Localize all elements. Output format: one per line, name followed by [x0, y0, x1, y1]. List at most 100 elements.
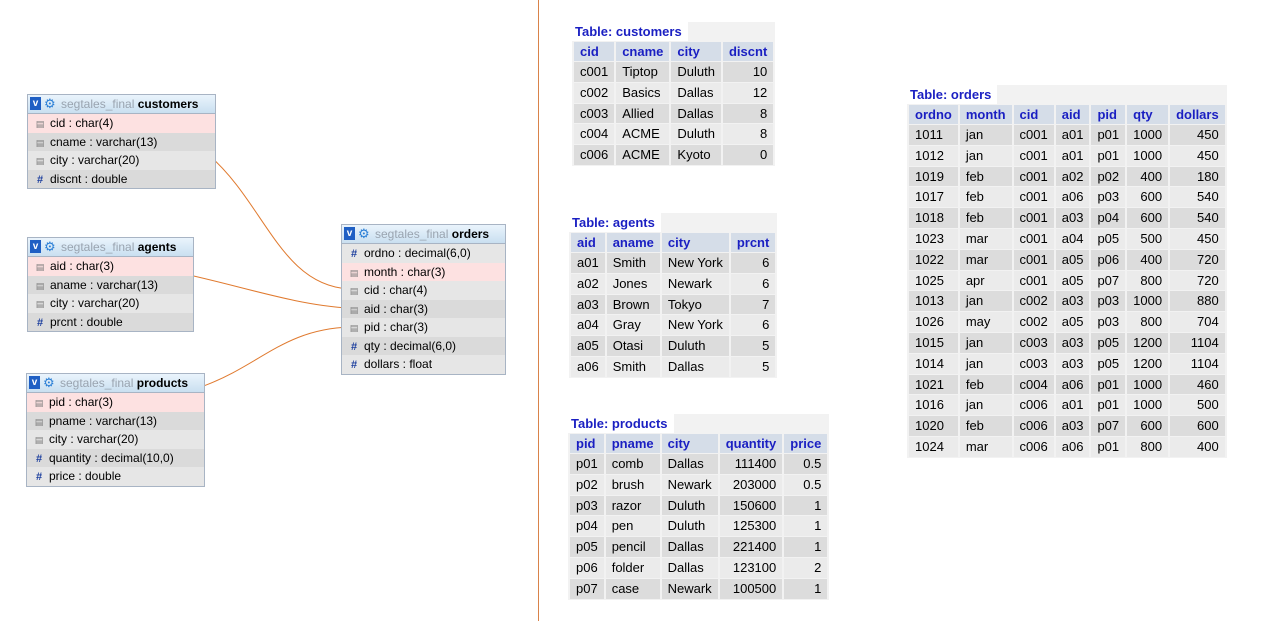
table-row: p01 comb Dallas 111400 0.5: [570, 454, 828, 474]
designer-field-row[interactable]: # quantity : decimal(10,0): [27, 448, 204, 467]
table-row: p06 folder Dallas 123100 2: [570, 557, 828, 578]
table-cell: a03: [1055, 291, 1090, 312]
table-cell: folder: [605, 557, 660, 578]
table-cell: mar: [959, 436, 1012, 457]
table-row: p07 case Newark 100500 1: [570, 578, 828, 599]
table-row: 1018 feb c001 a03 p04 600 540: [909, 208, 1225, 228]
gear-icon[interactable]: ⚙: [358, 226, 370, 241]
table-cell: c006: [1013, 416, 1054, 436]
table-cell: 1015: [909, 332, 958, 353]
designer-field-row[interactable]: ▤ month : char(3): [342, 262, 505, 281]
table-row: p03 razor Duluth 150600 1: [570, 495, 828, 516]
designer-panel: v ⚙ segtales_final customers ▤ cid : char(4)…: [0, 0, 538, 621]
table-cell: c001: [1013, 270, 1054, 291]
designer-field-row[interactable]: ▤ cname : varchar(13): [28, 132, 215, 151]
table-cell: 1026: [909, 312, 958, 332]
designer-field-row[interactable]: ▤ cid : char(4): [342, 281, 505, 300]
table-cell: 180: [1170, 166, 1225, 187]
designer-field-row[interactable]: # ordno : decimal(6,0): [342, 244, 505, 263]
designer-field-row[interactable]: ▤ pid : char(3): [27, 393, 204, 412]
designer-table-header[interactable]: v ⚙ segtales_final orders: [342, 225, 505, 244]
designer-field-row[interactable]: ▤ aname : varchar(13): [28, 275, 193, 294]
result-table-title: Table: orders: [907, 85, 998, 104]
column-header: prcnt: [730, 233, 776, 252]
table-cell: c006: [1013, 395, 1054, 416]
result-grid: pid pname city quantity price p01 comb Dallas 11…: [568, 433, 829, 600]
numeric-field-icon: #: [36, 316, 44, 329]
collapse-toggle-icon[interactable]: v: [29, 376, 40, 389]
collapse-toggle-icon[interactable]: v: [344, 227, 355, 240]
designer-field-row[interactable]: ▤ cid : char(4): [28, 114, 215, 133]
designer-field-row[interactable]: # price : double: [27, 467, 204, 486]
table-cell: a06: [571, 356, 605, 377]
collapse-toggle-icon[interactable]: v: [30, 240, 41, 253]
panel-divider: [538, 0, 539, 621]
designer-field-row[interactable]: ▤ city : varchar(20): [28, 151, 215, 170]
designer-field-row[interactable]: # prcnt : double: [28, 312, 193, 331]
table-cell: a01: [1055, 395, 1090, 416]
table-row: 1017 feb c001 a06 p03 600 540: [909, 187, 1225, 208]
table-cell: c006: [574, 145, 615, 165]
collapse-toggle-icon[interactable]: v: [30, 97, 41, 110]
table-cell: ACME: [616, 124, 670, 145]
table-cell: 600: [1127, 187, 1169, 208]
table-cell: a01: [571, 253, 605, 273]
designer-table-products[interactable]: v ⚙ segtales_final products ▤ pid : char(3) ▤…: [26, 373, 205, 487]
table-cell: feb: [959, 208, 1012, 228]
table-cell: New York: [661, 253, 729, 273]
designer-field-row[interactable]: # qty : decimal(6,0): [342, 336, 505, 355]
designer-table-customers[interactable]: v ⚙ segtales_final customers ▤ cid : char(4)…: [27, 94, 216, 189]
table-cell: razor: [605, 495, 660, 516]
table-cell: c001: [1013, 166, 1054, 187]
field-label: pid : char(3): [364, 320, 429, 334]
designer-field-row[interactable]: ▤ aid : char(3): [28, 257, 193, 276]
table-cell: feb: [959, 166, 1012, 187]
table-cell: 704: [1170, 312, 1225, 332]
designer-table-orders[interactable]: v ⚙ segtales_final orders # ordno : decimal(…: [341, 224, 506, 375]
designer-table-header[interactable]: v ⚙ segtales_final products: [27, 374, 204, 393]
text-field-icon: ▤: [349, 267, 359, 278]
field-label: cid : char(4): [50, 116, 114, 130]
table-row: 1012 jan c001 a01 p01 1000 450: [909, 145, 1225, 166]
table-cell: 800: [1127, 436, 1169, 457]
table-row: a02 Jones Newark 6: [571, 273, 776, 294]
table-cell: p01: [1091, 436, 1126, 457]
designer-field-row[interactable]: ▤ aid : char(3): [342, 299, 505, 318]
text-field-icon: ▤: [349, 286, 359, 296]
table-cell: p01: [1091, 374, 1126, 395]
designer-field-row[interactable]: ▤ pname : varchar(13): [27, 411, 204, 430]
table-cell: Duluth: [661, 336, 729, 356]
table-cell: 1025: [909, 270, 958, 291]
table-row: 1023 mar c001 a04 p05 500 450: [909, 228, 1225, 249]
designer-field-row[interactable]: ▤ city : varchar(20): [28, 294, 193, 313]
designer-field-row[interactable]: # discnt : double: [28, 169, 215, 188]
designer-field-row[interactable]: ▤ pid : char(3): [342, 318, 505, 337]
designer-table-header[interactable]: v ⚙ segtales_final customers: [28, 95, 215, 114]
column-header: cid: [1013, 105, 1054, 124]
text-field-icon: ▤: [35, 280, 45, 291]
designer-table-header[interactable]: v ⚙ segtales_final agents: [28, 238, 193, 257]
gear-icon[interactable]: ⚙: [44, 239, 56, 254]
table-cell: a06: [1055, 436, 1090, 457]
table-row: 1019 feb c001 a02 p02 400 180: [909, 166, 1225, 187]
table-cell: p02: [570, 474, 604, 495]
result-grid: aid aname city prcnt a01 Smith New York 6 a02 Jon…: [569, 232, 777, 378]
table-cell: 8: [722, 124, 774, 145]
header-row: cid cname city discnt: [574, 42, 774, 61]
table-cell: p04: [570, 516, 604, 537]
designer-table-agents[interactable]: v ⚙ segtales_final agents ▤ aid : char(3) ▤ an…: [27, 237, 194, 332]
designer-field-row[interactable]: # dollars : float: [342, 355, 505, 374]
table-row: 1020 feb c006 a03 p07 600 600: [909, 416, 1225, 436]
table-cell: mar: [959, 249, 1012, 270]
table-cell: Dallas: [661, 537, 718, 557]
table-cell: a01: [1055, 125, 1090, 145]
column-header: price: [784, 434, 828, 453]
table-cell: 450: [1170, 145, 1225, 166]
gear-icon[interactable]: ⚙: [43, 375, 55, 390]
gear-icon[interactable]: ⚙: [44, 96, 56, 111]
table-cell: 500: [1170, 395, 1225, 416]
designer-field-row[interactable]: ▤ city : varchar(20): [27, 430, 204, 449]
text-field-icon: ▤: [349, 323, 359, 333]
text-field-icon: ▤: [35, 299, 45, 309]
database-name: segtales_final: [61, 97, 135, 111]
